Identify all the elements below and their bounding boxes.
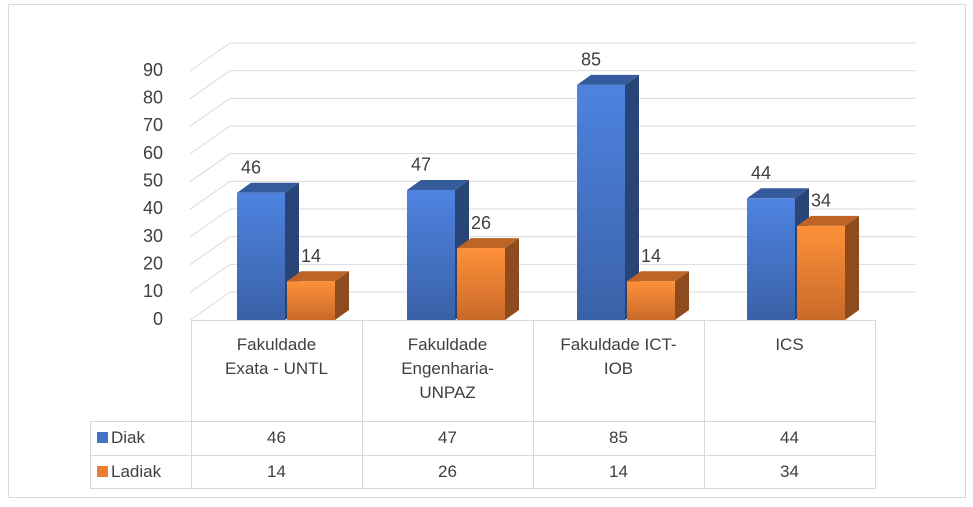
legend-entry: Diak [90,420,192,456]
data-table: Fakuldade Exata - UNTL Fakuldade Engenhar… [90,320,876,489]
y-tick-label: 80 [143,87,163,107]
x-tick-label: Fakuldade ICT-IOB [560,335,677,378]
table-value: 14 [532,454,705,489]
bar [577,74,639,320]
grid-line [189,180,915,210]
bar [237,182,299,320]
bar-top [797,215,859,226]
bar-front [407,189,455,320]
table-cell: ICS [703,320,876,422]
y-tick-label: 10 [143,281,163,301]
bar-top [237,182,299,193]
bar-top [457,238,519,249]
data-label: 85 [581,50,601,70]
legend-key [97,432,108,443]
table-value: 34 [703,454,876,489]
bar-top [407,179,469,190]
table-value: 47 [361,420,534,456]
bar-front [747,198,795,320]
table-row: Fakuldade Exata - UNTL Fakuldade Engenhar… [90,320,876,422]
table-cell: Fakuldade Exata - UNTL [190,320,363,422]
data-label: 47 [411,155,431,175]
table-value: 46 [190,420,363,456]
data-label: 34 [811,191,831,211]
x-tick-label: ICS [775,335,804,354]
bar [287,271,349,320]
y-tick-label: 40 [143,198,163,218]
grid-line [189,42,915,72]
y-tick-label: 60 [143,143,163,163]
bar-front [237,192,285,320]
grid-line [189,208,915,238]
bar [627,271,689,320]
bar-front [287,281,335,320]
x-tick-label: Fakuldade Exata - UNTL [225,335,328,378]
table-cell: Fakuldade Engenharia-UNPAZ [361,320,534,422]
data-label: 46 [241,157,261,177]
grid-line [189,70,915,100]
legend-label: Ladiak [111,461,162,481]
bar [747,188,809,320]
bar [457,238,519,320]
y-tick-label: 90 [143,60,163,80]
y-tick-label: 20 [143,253,163,273]
bar-front [457,248,505,320]
data-label: 26 [471,213,491,233]
grid-line [189,97,915,127]
data-label: 44 [751,163,771,183]
table-cell: Fakuldade ICT-IOB [532,320,705,422]
bar-top [577,74,639,85]
x-tick-label: Fakuldade Engenharia-UNPAZ [401,335,494,402]
data-label: 14 [301,246,321,266]
bar-side [505,238,519,320]
bar-front [797,225,845,320]
bar-top [287,271,349,282]
bar-top [627,271,689,282]
y-tick-label: 50 [143,170,163,190]
legend-key [97,465,108,477]
table-row: Diak 46 47 85 44 [90,420,876,456]
legend-label: Diak [111,428,146,447]
bar-front [627,281,675,320]
y-tick-label: 30 [143,226,163,246]
data-label: 14 [641,246,661,266]
y-tick-label: 0 [153,309,163,329]
table-corner [90,320,192,422]
legend-entry: Ladiak [90,454,192,489]
table-value: 44 [703,420,876,456]
bar [797,215,859,320]
y-tick-label: 70 [143,115,163,135]
grid-line [189,125,915,155]
table-value: 85 [532,420,705,456]
table-row: Ladiak 14 26 14 34 [90,454,876,489]
grid-line [189,236,915,266]
bar-side [845,215,859,320]
grid-line [189,153,915,183]
bar-top [747,188,809,199]
table-value: 14 [190,454,363,489]
bar-side [675,271,689,320]
table-value: 26 [361,454,534,489]
bar-side [625,74,639,320]
bar-side [335,271,349,320]
grid-line [189,263,915,293]
chart-border [8,4,966,498]
bar-front [577,84,625,320]
